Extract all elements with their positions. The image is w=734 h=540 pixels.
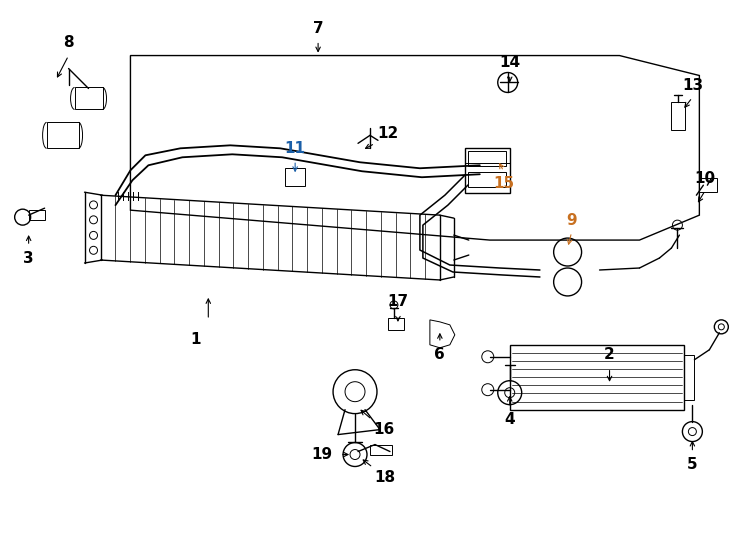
Bar: [700, 178, 717, 192]
Bar: [468, 172, 506, 187]
Text: 10: 10: [695, 171, 716, 186]
Bar: [75, 87, 103, 110]
Text: 1: 1: [190, 332, 200, 347]
Text: 4: 4: [504, 412, 515, 427]
Text: 16: 16: [374, 422, 395, 437]
Text: 12: 12: [377, 126, 399, 141]
Text: 8: 8: [63, 35, 74, 50]
Bar: [388, 318, 404, 330]
Bar: [465, 148, 509, 193]
Text: 15: 15: [493, 176, 515, 191]
Text: 17: 17: [388, 294, 409, 309]
Bar: [468, 151, 506, 166]
Text: 5: 5: [687, 457, 698, 472]
Text: 9: 9: [567, 213, 577, 228]
Bar: [672, 103, 686, 130]
Bar: [509, 345, 684, 410]
Text: 18: 18: [374, 470, 396, 485]
Bar: [29, 210, 45, 220]
Bar: [684, 355, 694, 400]
Bar: [370, 444, 392, 455]
Text: 14: 14: [499, 55, 520, 70]
Text: 11: 11: [285, 141, 305, 156]
Text: 2: 2: [604, 347, 615, 362]
Bar: [285, 168, 305, 186]
Text: 3: 3: [23, 251, 34, 266]
Text: 6: 6: [435, 347, 446, 362]
Text: 7: 7: [313, 21, 324, 36]
Bar: [46, 123, 79, 148]
Text: 13: 13: [682, 78, 703, 93]
Text: 19: 19: [311, 447, 333, 462]
